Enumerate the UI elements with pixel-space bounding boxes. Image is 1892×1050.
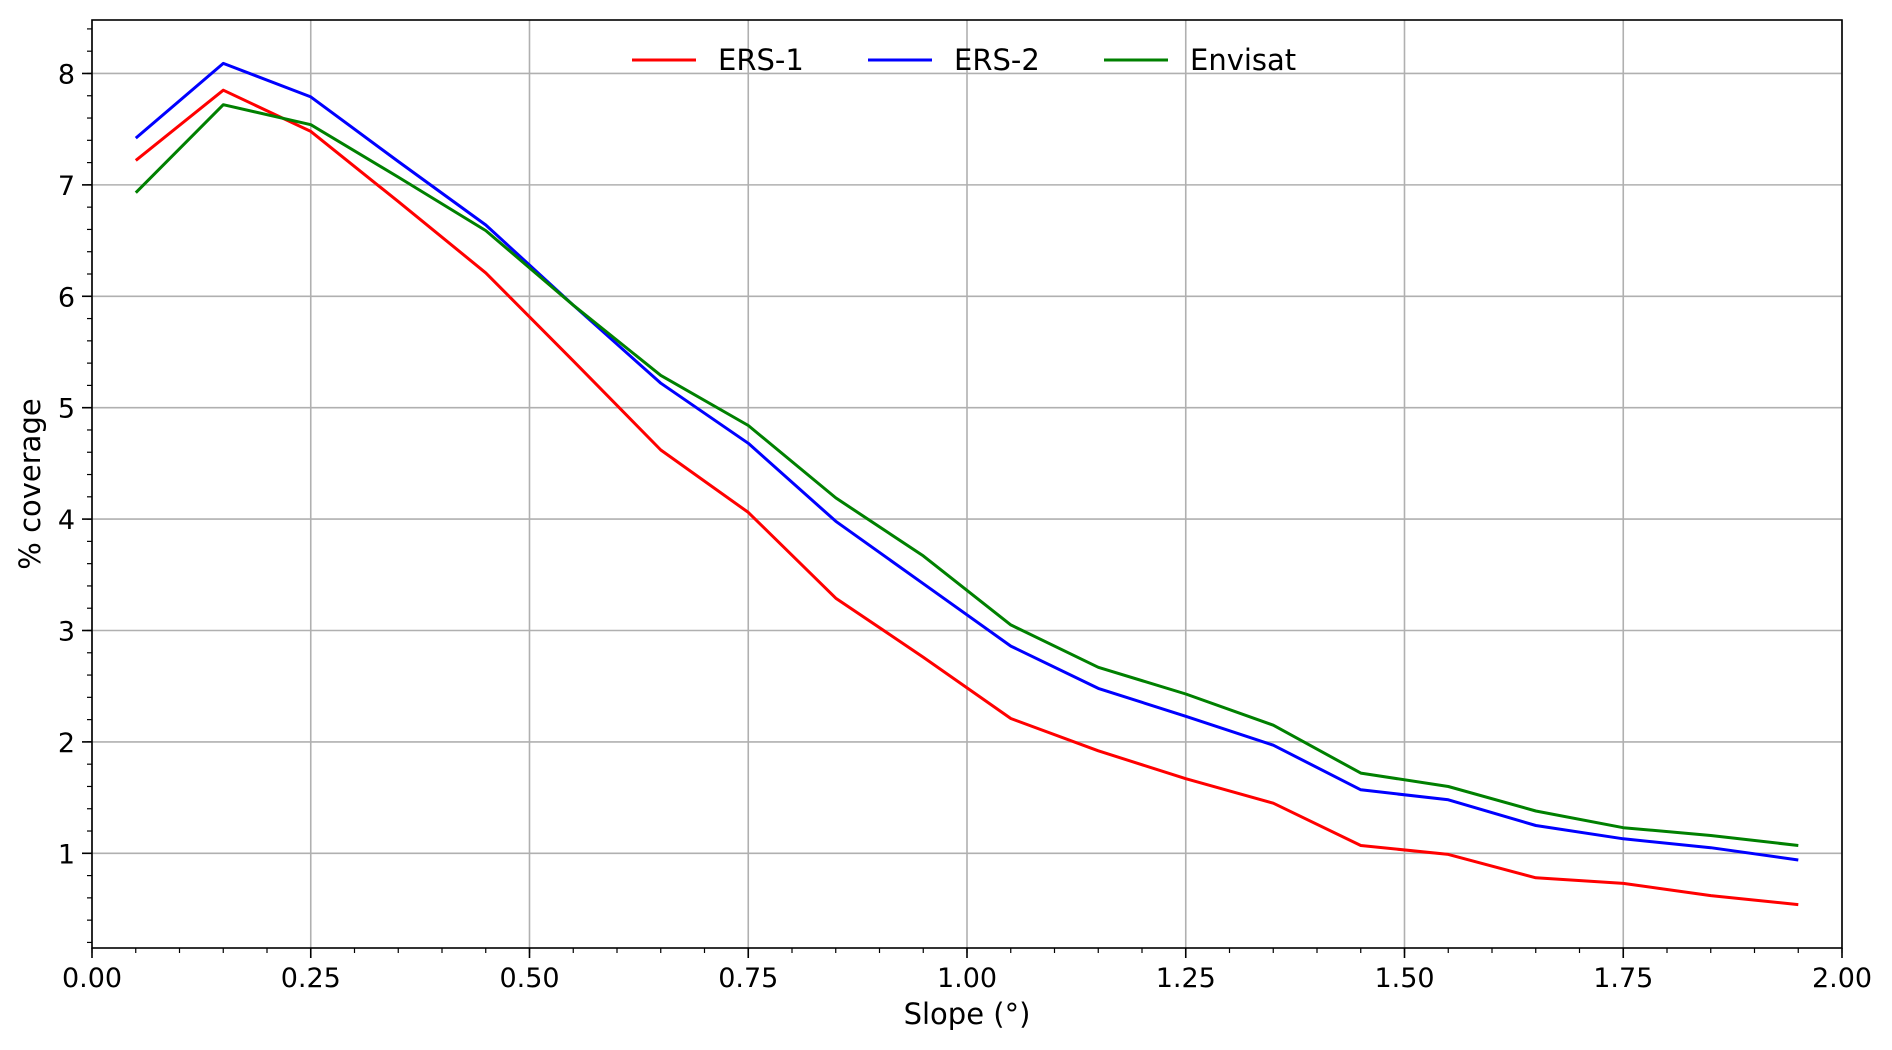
x-tick-label: 1.50: [1374, 963, 1434, 994]
y-tick-label: 6: [58, 282, 75, 313]
grid-lines: [91, 20, 1843, 948]
x-tick-label: 0.50: [499, 963, 559, 994]
y-tick-label: 7: [58, 171, 75, 202]
x-tick-label: 1.75: [1593, 963, 1653, 994]
y-axis-label: % coverage: [13, 398, 47, 569]
x-tick-label: 0.25: [281, 963, 341, 994]
legend: ERS-1 ERS-2 Envisat: [632, 43, 1296, 77]
axis-ticks: 0.00 0.25 0.50 0.75 1.00 1.25 1.50 1.75 2.00 1 2 3 4…: [58, 28, 1872, 994]
x-tick-label: 0.00: [62, 963, 122, 994]
y-tick-label: 1: [58, 839, 75, 870]
y-tick-label: 5: [58, 394, 75, 425]
y-tick-label: 4: [58, 505, 75, 536]
series-line-envisat: [134, 103, 1799, 847]
x-tick-label: 2.00: [1812, 963, 1872, 994]
x-axis-label: Slope (°): [904, 997, 1031, 1031]
legend-label: ERS-1: [718, 43, 804, 77]
legend-label: ERS-2: [954, 43, 1040, 77]
series-line-ers-1: [134, 88, 1799, 907]
legend-label: Envisat: [1190, 43, 1296, 77]
x-tick-label: 0.75: [718, 963, 778, 994]
y-tick-label: 3: [58, 616, 75, 647]
y-tick-label: 8: [58, 59, 75, 90]
x-tick-label: 1.00: [937, 963, 997, 994]
y-tick-label: 2: [58, 728, 75, 759]
series-lines: [134, 61, 1799, 907]
series-line-ers-2: [134, 61, 1799, 862]
x-tick-label: 1.25: [1156, 963, 1216, 994]
